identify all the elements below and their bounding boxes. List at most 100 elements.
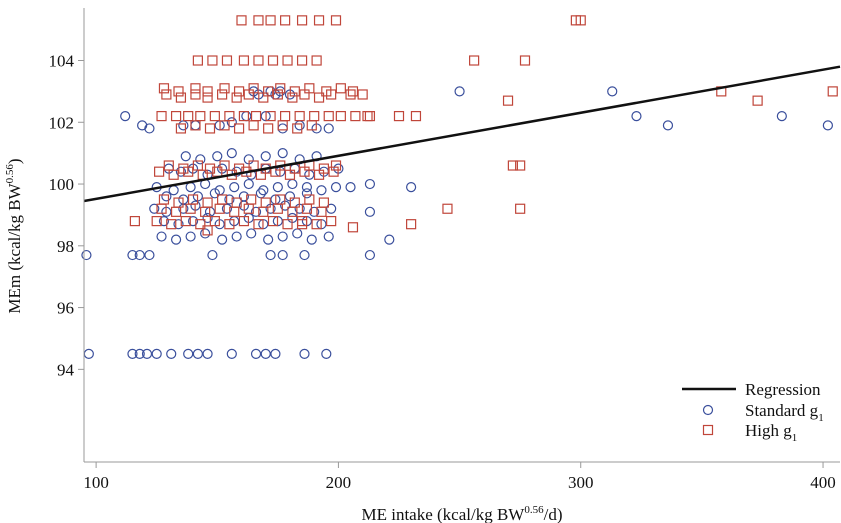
point-high — [202, 86, 213, 97]
x-axis-title: ME intake (kcal/kg BW0.56/d) — [361, 504, 562, 523]
point-high — [393, 110, 405, 122]
y-axis-title: MEm (kcal/kg BW0.56) — [4, 158, 24, 313]
point-standard — [241, 110, 252, 122]
point-standard — [83, 348, 94, 360]
point-high — [183, 110, 194, 122]
point-high — [129, 216, 140, 227]
point-high — [253, 219, 264, 230]
y-ticks: 94 96 98 100 102 104 — [49, 52, 84, 379]
point-standard — [81, 249, 92, 261]
point-standard — [258, 185, 269, 196]
x-ticks: 100 200 300 400 — [83, 462, 836, 492]
point-standard — [120, 110, 131, 122]
point-high — [289, 86, 300, 97]
point-standard — [185, 231, 196, 242]
point-high — [299, 89, 310, 100]
point-high — [275, 83, 286, 94]
point-high — [357, 89, 368, 100]
point-standard — [185, 182, 196, 193]
point-high — [207, 55, 218, 66]
point-standard — [406, 182, 417, 193]
point-high — [304, 194, 315, 205]
point-standard — [231, 231, 242, 242]
point-standard — [345, 182, 356, 193]
y-tick-label: 100 — [49, 175, 75, 194]
point-high — [299, 166, 310, 177]
point-high — [345, 89, 356, 100]
point-high — [200, 206, 211, 217]
point-standard — [662, 120, 674, 131]
legend: Regression Standard g1 High g1 — [682, 380, 824, 444]
point-high — [243, 89, 254, 100]
point-standard — [364, 249, 376, 261]
y-tick-label: 98 — [57, 237, 74, 256]
point-high — [318, 197, 329, 208]
point-standard — [263, 234, 274, 245]
point-standard — [321, 348, 332, 360]
point-standard — [306, 234, 317, 245]
point-high — [284, 169, 296, 180]
point-high — [156, 203, 167, 214]
point-high — [263, 123, 274, 134]
point-high — [154, 166, 165, 177]
point-standard — [294, 120, 305, 131]
point-high — [296, 219, 308, 230]
point-high — [827, 86, 838, 97]
point-high — [311, 55, 322, 66]
point-standard — [277, 249, 288, 261]
point-standard — [226, 117, 237, 128]
point-high — [313, 92, 325, 103]
point-standard — [323, 123, 334, 134]
point-high — [406, 219, 417, 230]
point-high — [170, 206, 182, 217]
point-standard — [272, 182, 283, 193]
point-high — [219, 160, 230, 171]
point-standard — [265, 249, 276, 261]
y-tick-label: 102 — [49, 113, 75, 132]
point-high — [175, 92, 187, 103]
point-high — [287, 206, 298, 217]
point-standard — [226, 148, 237, 159]
point-standard — [454, 86, 465, 97]
point-high — [204, 163, 216, 174]
point-high — [330, 15, 342, 26]
point-high — [238, 110, 250, 122]
point-standard — [292, 228, 303, 239]
point-high — [195, 219, 206, 230]
point-high — [258, 206, 269, 217]
point-high — [575, 15, 586, 26]
point-standard — [127, 348, 138, 360]
point-high — [238, 216, 250, 227]
point-standard — [212, 151, 223, 162]
point-standard — [364, 178, 376, 190]
point-standard — [250, 206, 262, 217]
point-high — [260, 197, 271, 208]
point-high — [309, 110, 320, 122]
point-standard — [173, 219, 184, 230]
x-tick-label: 400 — [810, 473, 836, 492]
point-high — [195, 110, 206, 122]
point-standard — [301, 188, 313, 199]
point-standard — [170, 234, 182, 245]
point-high — [258, 92, 269, 103]
point-high — [330, 160, 342, 171]
point-high — [335, 83, 346, 94]
point-high — [185, 203, 196, 214]
point-high — [469, 55, 480, 66]
point-high — [265, 110, 276, 122]
point-high — [752, 95, 763, 106]
point-standard — [207, 249, 218, 261]
point-standard — [326, 203, 337, 214]
point-standard — [776, 110, 787, 122]
x-tick-label: 300 — [568, 473, 594, 492]
point-standard — [246, 228, 257, 239]
point-standard — [144, 249, 155, 261]
point-high — [282, 55, 293, 66]
point-high — [219, 83, 230, 94]
point-high — [224, 219, 235, 230]
point-high — [364, 110, 376, 122]
point-high — [296, 55, 308, 66]
point-high — [236, 15, 247, 26]
point-high — [219, 120, 230, 131]
